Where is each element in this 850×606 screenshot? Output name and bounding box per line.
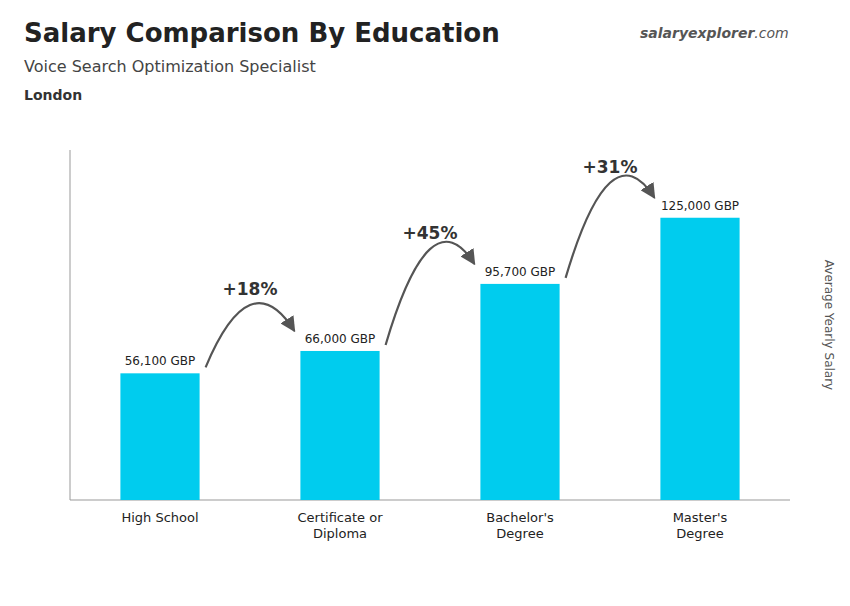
subtitle: Voice Search Optimization Specialist xyxy=(24,57,316,76)
category-label-line: Degree xyxy=(676,526,723,541)
data-label: 95,700 GBP xyxy=(485,265,556,279)
category-label-line: Diploma xyxy=(313,526,367,541)
change-label: +31% xyxy=(583,157,638,177)
category-label: Master'sDegree xyxy=(673,510,728,541)
category-label-line: Bachelor's xyxy=(486,510,554,525)
chart: Salary Comparison By Education Voice Sear… xyxy=(0,0,850,606)
change-arrow xyxy=(206,303,295,367)
category-label-line: High School xyxy=(121,510,198,525)
y-axis-label: Average Yearly Salary xyxy=(822,260,836,390)
data-label: 125,000 GBP xyxy=(661,199,739,213)
watermark-part: .com xyxy=(754,25,788,41)
watermark: salaryexplorer.com xyxy=(640,25,789,41)
watermark-part: explorer xyxy=(688,25,755,41)
category-label: Bachelor'sDegree xyxy=(486,510,554,541)
category-label-line: Master's xyxy=(673,510,728,525)
bars xyxy=(120,218,739,500)
category-label-line: Certificate or xyxy=(298,510,384,525)
data-label: 56,100 GBP xyxy=(125,354,196,368)
change-label: +18% xyxy=(223,279,278,299)
change-label: +45% xyxy=(403,223,458,243)
bar xyxy=(660,218,739,500)
location: London xyxy=(24,87,82,103)
category-label-line: Degree xyxy=(496,526,543,541)
bar xyxy=(120,373,199,500)
watermark-part: salary xyxy=(640,25,689,41)
data-label: 66,000 GBP xyxy=(305,332,376,346)
bar xyxy=(300,351,379,500)
bar xyxy=(480,284,559,500)
change-arrow xyxy=(566,175,655,277)
change-arrow xyxy=(386,242,475,345)
category-label: High School xyxy=(121,510,198,525)
y-axis-line xyxy=(70,150,71,500)
category-label: Certificate orDiploma xyxy=(298,510,384,541)
title: Salary Comparison By Education xyxy=(24,18,500,48)
